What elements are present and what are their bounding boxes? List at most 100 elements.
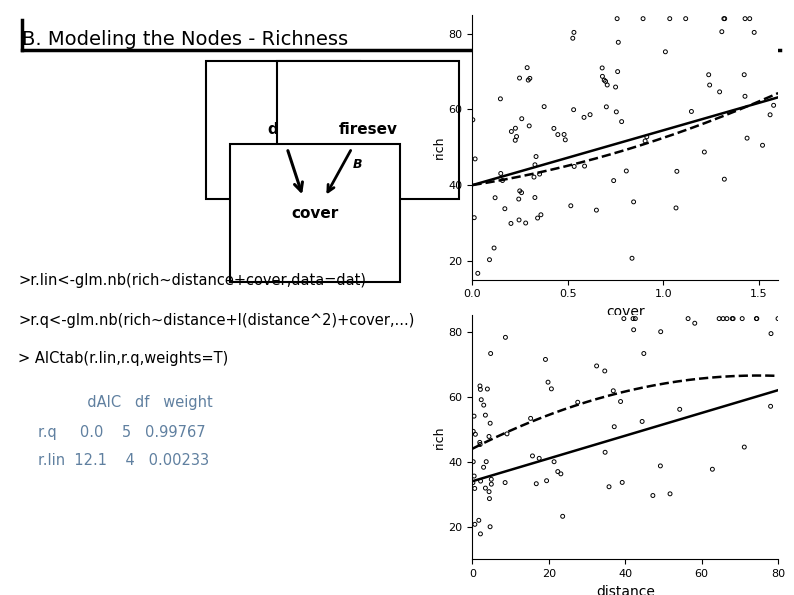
Point (626, 314, 639, 323)
Point (481, 384, 494, 394)
Point (616, 478, 629, 487)
Point (480, 457, 492, 466)
Point (545, 384, 557, 394)
Point (509, 124, 522, 133)
Point (680, 14, 692, 23)
Point (474, 477, 487, 486)
Point (540, 476, 553, 486)
Point (611, 67, 624, 76)
Point (727, 314, 739, 323)
Point (468, 213, 480, 223)
Point (499, 204, 511, 214)
Point (533, 453, 545, 463)
Point (670, 167, 683, 176)
Point (603, 482, 615, 491)
Point (539, 355, 552, 364)
Point (568, 27, 580, 37)
Point (750, 314, 763, 323)
Point (610, 107, 622, 117)
Point (726, 314, 738, 323)
Point (469, 430, 482, 439)
Point (521, 63, 534, 73)
Point (578, 161, 591, 171)
Point (669, 203, 682, 212)
Point (627, 197, 640, 206)
Point (599, 447, 611, 457)
Point (466, 115, 479, 124)
Point (596, 63, 608, 73)
Text: dAIC   df   weight: dAIC df weight (55, 395, 213, 410)
Point (475, 395, 488, 405)
Point (590, 361, 603, 371)
Point (554, 469, 567, 478)
Point (627, 325, 640, 334)
Point (596, 71, 609, 81)
Point (468, 411, 480, 421)
Point (718, 174, 730, 184)
Point (646, 491, 659, 500)
Point (542, 377, 554, 387)
Point (654, 327, 667, 336)
Point (764, 110, 777, 120)
Point (620, 166, 633, 176)
Point (713, 314, 726, 323)
Point (524, 414, 537, 423)
Point (664, 14, 676, 23)
Point (467, 478, 480, 487)
Text: >r.q<-glm.nb(rich~distance+I(distance^2)+cover,...): >r.q<-glm.nb(rich~distance+I(distance^2)… (18, 313, 414, 328)
Point (599, 77, 612, 86)
Point (607, 386, 619, 396)
Point (743, 14, 756, 23)
Point (477, 462, 490, 472)
Point (772, 314, 784, 323)
Point (474, 384, 487, 394)
Point (559, 135, 572, 145)
Point (473, 381, 486, 391)
Y-axis label: rich: rich (433, 136, 445, 159)
Text: B: B (353, 158, 363, 171)
Point (514, 186, 526, 196)
Point (703, 70, 715, 80)
Point (736, 314, 749, 323)
Point (483, 487, 495, 496)
Point (468, 471, 480, 481)
Point (526, 451, 539, 461)
Point (590, 205, 603, 215)
Point (682, 314, 695, 323)
Point (685, 107, 698, 116)
Point (626, 253, 638, 263)
Point (637, 14, 649, 23)
Point (629, 314, 642, 323)
Point (529, 193, 542, 202)
Point (505, 127, 518, 136)
Point (522, 76, 534, 85)
Point (473, 437, 486, 447)
Point (750, 314, 763, 323)
Point (748, 27, 761, 37)
Point (767, 101, 780, 110)
Point (703, 80, 716, 90)
Point (612, 37, 625, 47)
Point (572, 397, 584, 407)
Point (477, 400, 490, 410)
Point (484, 522, 496, 531)
Point (599, 366, 611, 375)
Point (467, 427, 480, 436)
Point (738, 70, 750, 80)
Point (713, 87, 726, 96)
Point (738, 442, 750, 452)
Point (565, 201, 577, 211)
Point (638, 349, 650, 358)
Point (534, 210, 547, 220)
Point (501, 429, 514, 439)
Point (513, 215, 526, 225)
Point (489, 193, 502, 202)
Point (756, 140, 769, 150)
Point (557, 512, 569, 521)
Point (484, 349, 497, 358)
Point (566, 33, 579, 43)
Point (485, 475, 498, 484)
Point (534, 170, 546, 179)
Text: firesev: firesev (338, 123, 398, 137)
Point (598, 76, 611, 85)
